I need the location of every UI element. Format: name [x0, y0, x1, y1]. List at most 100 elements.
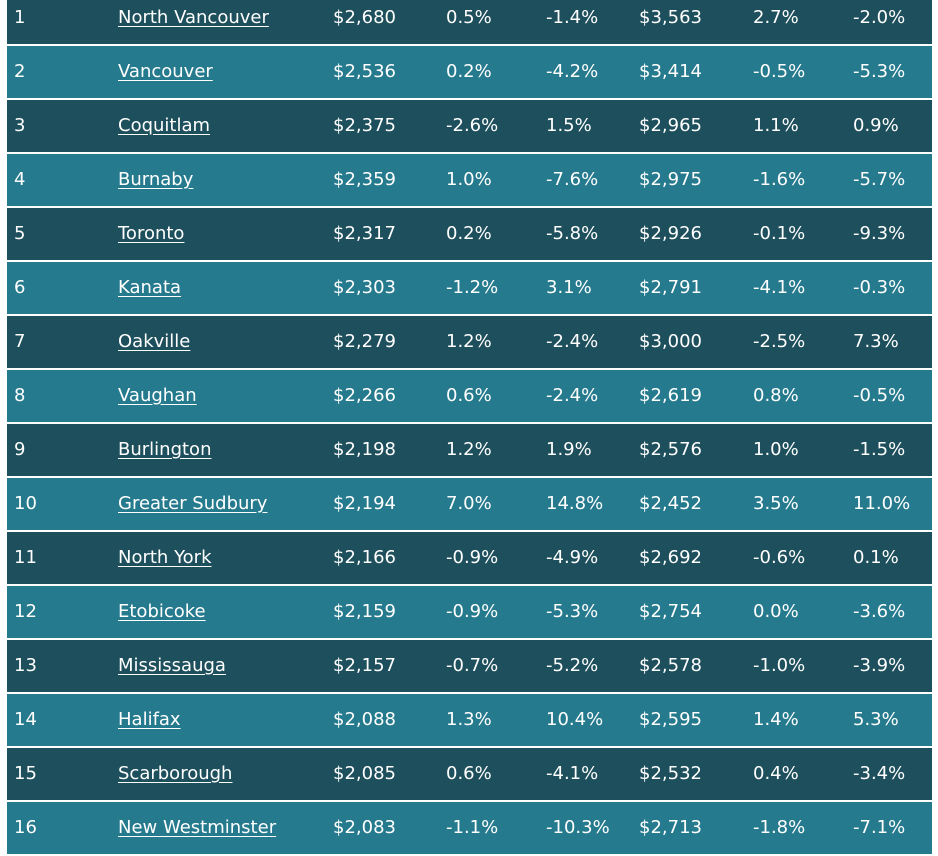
mom-2br-cell: -1.0%: [753, 655, 806, 676]
rank-cell: 11: [14, 547, 37, 568]
rent-1br-cell: $2,159: [333, 601, 396, 622]
city-link[interactable]: Mississauga: [118, 655, 226, 676]
mom-1br-cell: -2.6%: [446, 115, 499, 136]
city-link[interactable]: Burlington: [118, 439, 212, 460]
mom-2br-cell: 2.7%: [753, 7, 799, 28]
rank-cell: 5: [14, 223, 26, 244]
city-link[interactable]: North Vancouver: [118, 7, 269, 28]
rank-cell: 10: [14, 493, 37, 514]
yoy-1br-cell: -1.4%: [546, 7, 599, 28]
yoy-1br-cell: 10.4%: [546, 709, 604, 730]
rent-2br-cell: $2,532: [639, 763, 702, 784]
mom-1br-cell: 7.0%: [446, 493, 492, 514]
mom-2br-cell: -2.5%: [753, 331, 806, 352]
mom-1br-cell: -1.2%: [446, 277, 499, 298]
rent-2br-cell: $2,692: [639, 547, 702, 568]
rank-cell: 7: [14, 331, 26, 352]
city-link[interactable]: Greater Sudbury: [118, 493, 268, 514]
city-link[interactable]: Oakville: [118, 331, 191, 352]
table-row: 6 Kanata $2,303 -1.2% 3.1% $2,791 -4.1% -0.3%: [7, 262, 932, 316]
mom-2br-cell: -4.1%: [753, 277, 806, 298]
city-link[interactable]: Burnaby: [118, 169, 194, 190]
table-row: 15 Scarborough $2,085 0.6% -4.1% $2,532 0.4% -3…: [7, 748, 932, 802]
yoy-1br-cell: 3.1%: [546, 277, 592, 298]
rank-cell: 15: [14, 763, 37, 784]
mom-1br-cell: 0.6%: [446, 763, 492, 784]
mom-2br-cell: 1.0%: [753, 439, 799, 460]
table-row: 4 Burnaby $2,359 1.0% -7.6% $2,975 -1.6% -5.7%: [7, 154, 932, 208]
yoy-1br-cell: 1.9%: [546, 439, 592, 460]
mom-1br-cell: 0.6%: [446, 385, 492, 406]
yoy-1br-cell: -5.8%: [546, 223, 599, 244]
yoy-2br-cell: -7.1%: [853, 817, 906, 838]
rent-1br-cell: $2,680: [333, 7, 396, 28]
yoy-2br-cell: -9.3%: [853, 223, 906, 244]
table-row: 1 North Vancouver $2,680 0.5% -1.4% $3,563 2.7…: [7, 0, 932, 46]
table-row: 11 North York $2,166 -0.9% -4.9% $2,692 -0.6% 0…: [7, 532, 932, 586]
city-link[interactable]: Vaughan: [118, 385, 197, 406]
rent-1br-cell: $2,279: [333, 331, 396, 352]
mom-1br-cell: -0.9%: [446, 547, 499, 568]
rent-1br-cell: $2,317: [333, 223, 396, 244]
city-link[interactable]: New Westminster: [118, 817, 277, 838]
mom-2br-cell: -1.6%: [753, 169, 806, 190]
city-link[interactable]: Kanata: [118, 277, 182, 298]
table-row: 2 Vancouver $2,536 0.2% -4.2% $3,414 -0.5% -5.3…: [7, 46, 932, 100]
city-link[interactable]: Etobicoke: [118, 601, 206, 622]
rent-2br-cell: $2,619: [639, 385, 702, 406]
yoy-2br-cell: -5.3%: [853, 61, 906, 82]
yoy-2br-cell: -3.4%: [853, 763, 906, 784]
table-row: 9 Burlington $2,198 1.2% 1.9% $2,576 1.0% -1.5%: [7, 424, 932, 478]
rank-cell: 2: [14, 61, 26, 82]
mom-1br-cell: 1.3%: [446, 709, 492, 730]
mom-2br-cell: 0.0%: [753, 601, 799, 622]
city-link[interactable]: Vancouver: [118, 61, 213, 82]
yoy-1br-cell: -5.2%: [546, 655, 599, 676]
rent-1br-cell: $2,359: [333, 169, 396, 190]
rent-2br-cell: $2,754: [639, 601, 702, 622]
rent-1br-cell: $2,266: [333, 385, 396, 406]
table-row: 3 Coquitlam $2,375 -2.6% 1.5% $2,965 1.1% 0.9%: [7, 100, 932, 154]
yoy-2br-cell: 7.3%: [853, 331, 899, 352]
rent-2br-cell: $2,578: [639, 655, 702, 676]
table-row: 5 Toronto $2,317 0.2% -5.8% $2,926 -0.1% -9.3%: [7, 208, 932, 262]
city-link[interactable]: Scarborough: [118, 763, 233, 784]
mom-2br-cell: 3.5%: [753, 493, 799, 514]
rent-1br-cell: $2,157: [333, 655, 396, 676]
mom-2br-cell: 0.4%: [753, 763, 799, 784]
city-link[interactable]: Coquitlam: [118, 115, 211, 136]
yoy-1br-cell: 14.8%: [546, 493, 604, 514]
rent-2br-cell: $2,926: [639, 223, 702, 244]
mom-2br-cell: 1.4%: [753, 709, 799, 730]
table-row: 13 Mississauga $2,157 -0.7% -5.2% $2,578 -1.0%…: [7, 640, 932, 694]
mom-1br-cell: 0.2%: [446, 223, 492, 244]
rank-cell: 3: [14, 115, 26, 136]
yoy-2br-cell: -5.7%: [853, 169, 906, 190]
yoy-1br-cell: -4.9%: [546, 547, 599, 568]
rent-2br-cell: $2,791: [639, 277, 702, 298]
table-row: 14 Halifax $2,088 1.3% 10.4% $2,595 1.4% 5.3%: [7, 694, 932, 748]
rent-1br-cell: $2,194: [333, 493, 396, 514]
rent-1br-cell: $2,085: [333, 763, 396, 784]
city-link[interactable]: North York: [118, 547, 212, 568]
rent-2br-cell: $3,414: [639, 61, 702, 82]
table-row: 12 Etobicoke $2,159 -0.9% -5.3% $2,754 0.0% -3.…: [7, 586, 932, 640]
rent-ranking-table: 1 North Vancouver $2,680 0.5% -1.4% $3,563 2.7…: [7, 0, 932, 856]
rent-1br-cell: $2,088: [333, 709, 396, 730]
rank-cell: 9: [14, 439, 26, 460]
mom-1br-cell: 1.2%: [446, 439, 492, 460]
yoy-2br-cell: -3.9%: [853, 655, 906, 676]
yoy-1br-cell: -4.2%: [546, 61, 599, 82]
rent-1br-cell: $2,536: [333, 61, 396, 82]
city-link[interactable]: Toronto: [118, 223, 185, 244]
yoy-2br-cell: 11.0%: [853, 493, 911, 514]
yoy-1br-cell: 1.5%: [546, 115, 592, 136]
table-row: 7 Oakville $2,279 1.2% -2.4% $3,000 -2.5% 7.3%: [7, 316, 932, 370]
table-row: 10 Greater Sudbury $2,194 7.0% 14.8% $2,452 3.…: [7, 478, 932, 532]
mom-1br-cell: 0.2%: [446, 61, 492, 82]
rank-cell: 13: [14, 655, 37, 676]
mom-2br-cell: 1.1%: [753, 115, 799, 136]
mom-1br-cell: 1.0%: [446, 169, 492, 190]
yoy-1br-cell: -5.3%: [546, 601, 599, 622]
city-link[interactable]: Halifax: [118, 709, 181, 730]
